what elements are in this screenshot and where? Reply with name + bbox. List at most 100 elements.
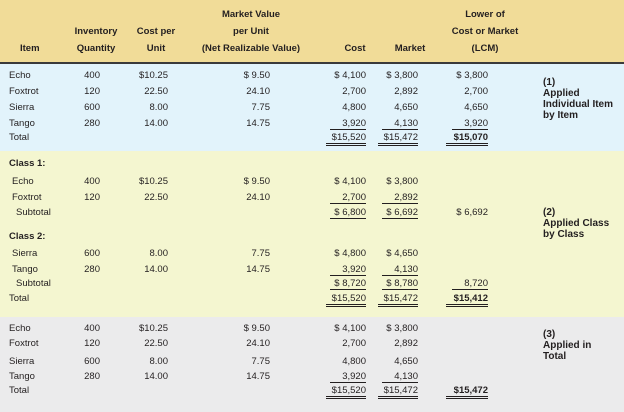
row-lcm: 4,650 <box>464 102 488 113</box>
row-market-unit: 24.10 <box>246 192 270 203</box>
row-lcm: 3,920 <box>452 118 488 130</box>
row-item: Echo <box>9 70 31 81</box>
header-lcm-2: Cost or Market <box>451 26 519 37</box>
total-cost: $15,520 <box>326 293 366 307</box>
header-market: Market <box>394 43 426 54</box>
total-label: Total <box>9 385 30 396</box>
total-market: $15,472 <box>378 293 418 307</box>
row-qty: 280 <box>84 118 100 129</box>
class-2-label: Class 2: <box>9 231 46 242</box>
row-cost: 4,800 <box>342 102 366 113</box>
section-in-total: Echo 400 $10.25 $ 9.50 $ 4,100 $ 3,800 F… <box>0 317 624 412</box>
row-market-unit: $ 9.50 <box>243 323 270 334</box>
note-line: Total <box>543 351 567 362</box>
total-lcm: $15,472 <box>446 385 488 399</box>
class-1-label: Class 1: <box>9 158 46 169</box>
row-qty: 280 <box>84 264 100 275</box>
header-cost: Cost <box>344 43 366 54</box>
note-line: Applied Class <box>543 218 610 229</box>
row-qty: 600 <box>84 356 100 367</box>
row-cost-unit: $10.25 <box>138 70 168 81</box>
subtotal-cost: $ 8,720 <box>330 278 366 290</box>
method-note: (2) Applied Class by Class <box>543 207 624 240</box>
total-cost: $15,520 <box>326 385 366 399</box>
note-line: Applied in <box>543 340 592 351</box>
row-market: 4,650 <box>394 102 418 113</box>
subtotal-label: Subtotal <box>16 207 51 218</box>
row-cost-unit: 22.50 <box>144 192 168 203</box>
row-market: 2,892 <box>394 86 418 97</box>
row-item: Echo <box>12 176 34 187</box>
method-note: (1) Applied Individual Item by Item <box>543 77 624 121</box>
total-market: $15,472 <box>378 385 418 399</box>
row-market-unit: 14.75 <box>246 371 270 382</box>
header-lcm-1: Lower of <box>465 9 505 20</box>
row-cost: 3,920 <box>330 371 366 383</box>
row-item: Sierra <box>9 356 35 367</box>
row-market-unit: 7.75 <box>251 248 271 259</box>
row-qty: 400 <box>84 70 100 81</box>
row-qty: 120 <box>84 192 100 203</box>
row-qty: 600 <box>84 102 100 113</box>
row-cost: $ 4,800 <box>334 248 366 259</box>
row-qty: 400 <box>84 323 100 334</box>
row-market: 4,650 <box>394 356 418 367</box>
row-qty: 120 <box>84 338 100 349</box>
row-cost: $ 4,100 <box>334 176 366 187</box>
row-item: Sierra <box>12 248 38 259</box>
total-lcm: $15,412 <box>446 293 488 307</box>
note-number: (3) <box>543 329 556 340</box>
row-item: Echo <box>9 323 31 334</box>
section-class-by-class: Class 1: Echo 400 $10.25 $ 9.50 $ 4,100 … <box>0 151 624 317</box>
header-market-value-2: per Unit <box>233 26 269 37</box>
row-market-unit: 24.10 <box>246 86 270 97</box>
total-label: Total <box>9 293 30 304</box>
row-cost-unit: $10.25 <box>138 176 168 187</box>
row-cost: $ 4,100 <box>334 323 366 334</box>
note-line: Applied <box>543 88 580 99</box>
note-number: (2) <box>543 207 556 218</box>
header-inventory-1: Inventory <box>74 26 118 37</box>
header-inventory-2: Quantity <box>76 43 116 54</box>
section-item-by-item: Echo 400 $10.25 $ 9.50 $ 4,100 $ 3,800 $… <box>0 64 624 151</box>
total-cost: $15,520 <box>326 132 366 146</box>
row-market-unit: 7.75 <box>251 356 271 367</box>
header-market-value-3: (Net Realizable Value) <box>201 43 301 54</box>
row-qty: 280 <box>84 371 100 382</box>
header-cost-per-2: Unit <box>146 43 166 54</box>
row-cost-unit: $10.25 <box>138 323 168 334</box>
row-market-unit: $ 9.50 <box>243 176 270 187</box>
row-cost: 2,700 <box>342 338 366 349</box>
table-header: Item Inventory Quantity Cost per Unit Ma… <box>0 0 624 64</box>
row-market-unit: 14.75 <box>246 264 270 275</box>
row-cost: 2,700 <box>330 192 366 204</box>
subtotal-market: $ 8,780 <box>382 278 418 290</box>
row-cost: $ 4,100 <box>334 70 366 81</box>
row-market-unit: 24.10 <box>246 338 270 349</box>
note-number: (1) <box>543 77 556 88</box>
row-cost-unit: 8.00 <box>149 356 169 367</box>
row-item: Tango <box>12 264 38 275</box>
row-lcm: 2,700 <box>464 86 488 97</box>
header-item: Item <box>20 43 40 54</box>
row-cost-unit: 14.00 <box>144 264 168 275</box>
row-cost-unit: 22.50 <box>144 338 168 349</box>
row-cost: 3,920 <box>330 264 366 276</box>
row-cost: 2,700 <box>342 86 366 97</box>
subtotal-cost: $ 6,800 <box>330 207 366 219</box>
row-qty: 400 <box>84 176 100 187</box>
row-market-unit: 14.75 <box>246 118 270 129</box>
note-line: Individual Item <box>543 99 614 110</box>
method-note: (3) Applied in Total <box>543 329 624 362</box>
row-market: 4,130 <box>382 264 418 276</box>
subtotal-market: $ 6,692 <box>382 207 418 219</box>
row-item: Foxtrot <box>9 338 39 349</box>
row-market: 4,130 <box>382 118 418 130</box>
total-lcm: $15,070 <box>446 132 488 146</box>
row-cost-unit: 22.50 <box>144 86 168 97</box>
total-label: Total <box>9 132 30 143</box>
subtotal-lcm: 8,720 <box>452 278 488 290</box>
row-market: $ 3,800 <box>386 323 418 334</box>
row-cost-unit: 14.00 <box>144 118 168 129</box>
